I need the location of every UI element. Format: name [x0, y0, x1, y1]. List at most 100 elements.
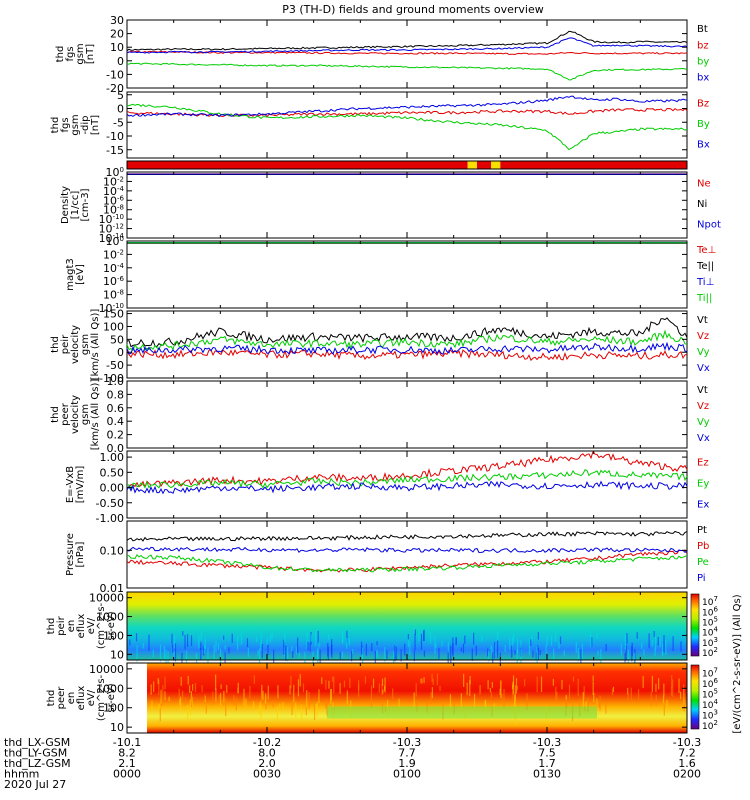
spectrogram-streak [260, 700, 262, 719]
y-tick-label: -20 [106, 82, 124, 95]
spectrogram-streak [659, 635, 661, 647]
series-line-Bz [126, 107, 688, 118]
spectrogram-band [327, 706, 597, 719]
orbit-row-value: 8.2 [118, 747, 136, 760]
x-axis-labels: thd_LX-GSM -10.1 -10.2 -10.3 -10.3 -10.3 thd_L… [4, 736, 701, 791]
legend-by: by [697, 56, 709, 67]
series-line-Pb [126, 549, 688, 573]
y-axis-label: fgs [60, 117, 71, 132]
spectrogram-streak [641, 642, 643, 650]
y-tick-label: 1000 [96, 611, 124, 624]
spectrogram-streak [423, 677, 425, 683]
spectrogram-streak [343, 680, 346, 688]
spectrogram-streak [537, 647, 540, 660]
spectrogram-streak [204, 645, 206, 654]
legend-Te||: Te|| [696, 261, 714, 272]
spectrogram-streak [205, 705, 207, 714]
y-axis-label: gsm [80, 334, 91, 355]
spectrogram-streak [642, 675, 644, 689]
spectrogram-streak [161, 702, 163, 707]
series-line-Pe [126, 553, 688, 573]
spectrogram-streak [637, 688, 640, 700]
spectrogram-streak [516, 638, 519, 654]
legend-Ez: Ez [697, 457, 709, 468]
spectrogram-streak [339, 682, 341, 694]
legend-Vy: Vy [697, 347, 710, 358]
spectrogram-streak [190, 635, 193, 646]
colorbar-tick-label: 106 [702, 677, 718, 690]
spectrogram-streak [171, 633, 173, 644]
y-tick-label: 10-2 [103, 175, 124, 188]
spectrogram-streak [503, 689, 505, 700]
colorbar-tick-label: 105 [702, 687, 718, 700]
spectrogram-streak [135, 633, 138, 642]
spectrogram-streak [224, 652, 226, 664]
legend-Npot: Npot [697, 220, 721, 231]
spectrogram-streak [565, 696, 567, 709]
spectrogram-streak [479, 685, 481, 693]
y-tick-label: 10-14 [99, 232, 125, 245]
spectrogram-streak [491, 682, 493, 688]
spectrogram-streak [173, 636, 176, 649]
spectrogram-streak [384, 646, 386, 662]
spectrogram-streak [215, 640, 217, 652]
spectrogram-streak [537, 632, 540, 640]
y-axis-label: eflux [76, 686, 87, 711]
spectrogram-streak [431, 673, 433, 682]
spectrogram-streak [473, 632, 475, 645]
legend-Ni: Ni [697, 199, 707, 210]
orbit-row-value: 1.6 [678, 757, 696, 770]
spectrogram-streak [590, 630, 592, 638]
spectrogram-streak [535, 652, 537, 660]
y-tick-label: 10-4 [103, 262, 125, 275]
spectrogram-streak [240, 630, 243, 645]
spectrogram-streak [159, 644, 162, 662]
spectrogram-streak [173, 651, 175, 661]
spectrogram-streak [439, 685, 441, 692]
y-axis-label: fgs [65, 46, 76, 61]
flag-frame [126, 160, 688, 170]
spectrogram-streak [663, 683, 665, 697]
panel-frame [126, 380, 688, 449]
spectrogram-streak [237, 635, 239, 651]
spectrogram-streak [349, 677, 351, 688]
spectrogram-streak [568, 684, 571, 699]
spectrogram-streak [577, 678, 579, 697]
y-tick-label: 10-12 [99, 223, 124, 236]
spectrogram-streak [398, 698, 400, 711]
spectrogram-streak [195, 653, 198, 670]
spectrogram-streak [395, 644, 397, 657]
spectrogram-streak [572, 676, 575, 682]
spectrogram-streak [550, 636, 553, 646]
spectrogram-streak [565, 694, 567, 700]
spectrogram-streak [475, 645, 477, 656]
spectrogram-streak [566, 701, 568, 708]
spectrogram-streak [269, 634, 271, 643]
spectrogram-streak [409, 641, 411, 656]
y-axis-label: [mV/m] [75, 466, 86, 504]
y-axis-label: thd [50, 336, 61, 353]
y-axis-label: E=-VxB [65, 466, 76, 503]
spectrogram-streak [450, 645, 452, 664]
spectrogram-streak [528, 638, 531, 656]
spectrogram-streak [516, 685, 519, 691]
spectrogram-streak [283, 639, 285, 655]
orbit-row-value: 1.7 [538, 757, 556, 770]
y-axis-label: thd [46, 690, 57, 707]
flag-segment [467, 161, 477, 169]
spectrogram-streak [346, 690, 348, 705]
spectrogram-streak [683, 699, 685, 712]
y-tick-label: 10-8 [103, 289, 124, 302]
spectrogram-streak [436, 673, 438, 686]
y-tick-label: 0.0 [107, 442, 125, 455]
spectrogram-streak [261, 650, 263, 659]
spectrogram-streak [223, 635, 225, 640]
spectrogram-streak [309, 642, 311, 652]
y-tick-label: 10 [110, 41, 124, 54]
spectrogram-streak [679, 691, 682, 700]
spectrogram-streak [624, 633, 626, 650]
spectrogram-streak [331, 676, 334, 682]
spectrogram-streak [520, 639, 522, 649]
y-tick-label: 0.8 [107, 388, 125, 401]
